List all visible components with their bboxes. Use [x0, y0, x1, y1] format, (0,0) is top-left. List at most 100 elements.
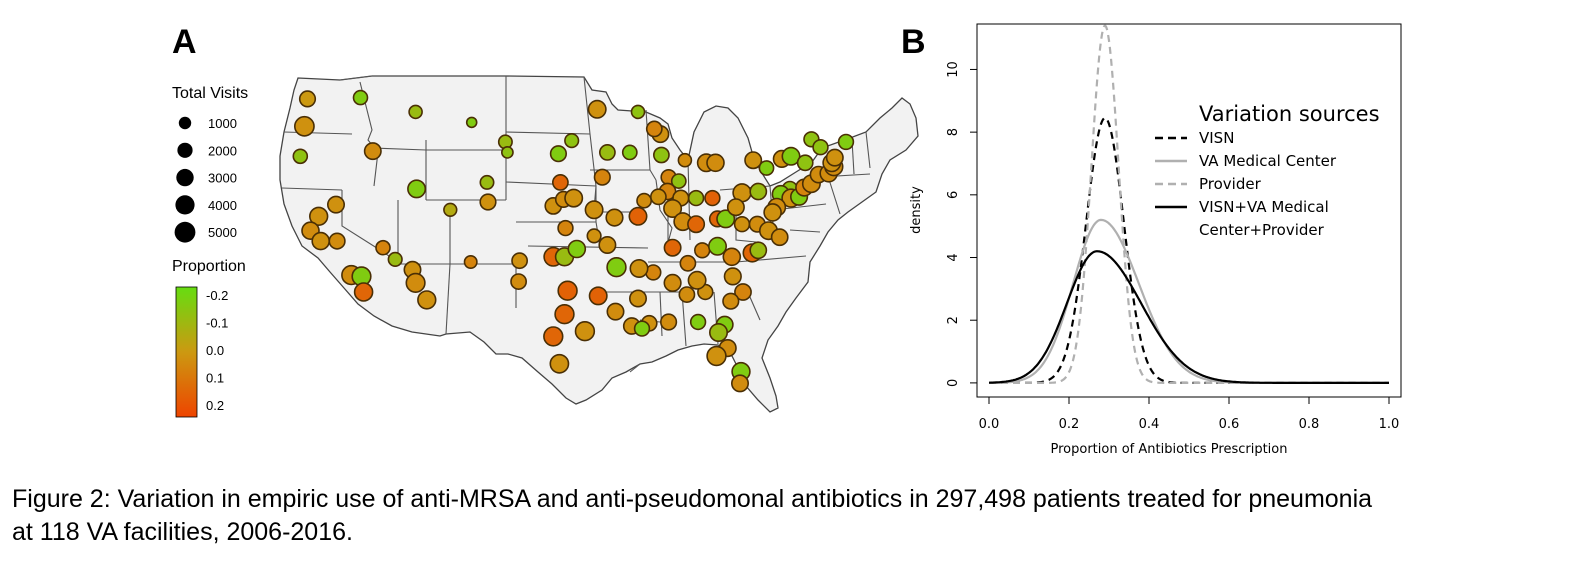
size-legend-label: 3000	[208, 171, 237, 186]
x-tick-label: 0.6	[1219, 417, 1240, 432]
facility-marker	[352, 89, 369, 106]
facility-marker	[663, 238, 682, 257]
facility-marker	[653, 146, 670, 164]
facility-marker	[781, 146, 801, 166]
x-tick-label: 0.0	[979, 417, 1000, 432]
facility-marker	[375, 239, 391, 256]
facility-marker	[837, 133, 855, 151]
facility-marker	[598, 236, 617, 255]
size-legend-dot	[177, 142, 193, 158]
density-legend-label: VISN+VA Medical	[1199, 198, 1329, 216]
facility-marker	[549, 353, 570, 374]
facility-marker	[588, 286, 608, 306]
facility-marker	[630, 104, 646, 120]
facility-marker	[733, 216, 751, 233]
facility-marker	[500, 145, 514, 159]
facility-marker	[687, 270, 707, 290]
facility-marker	[586, 228, 602, 244]
facility-marker	[293, 115, 315, 137]
facility-marker	[670, 173, 687, 189]
facility-marker	[479, 193, 497, 211]
facility-marker	[636, 192, 652, 209]
facility-marker	[584, 200, 604, 220]
facility-marker	[730, 374, 749, 393]
figure: A B Total Visits 1000 2000 3000 4000 5000 Pr…	[172, 23, 1402, 457]
facility-marker	[744, 151, 763, 170]
density-legend-label: VISN	[1199, 129, 1234, 147]
size-legend: Total Visits 1000 2000 3000 4000 5000	[172, 85, 248, 243]
size-legend-dot	[174, 221, 196, 243]
size-legend-dot	[175, 195, 195, 215]
y-tick-label: 6	[946, 191, 961, 199]
facility-marker	[708, 322, 728, 342]
facility-marker	[465, 116, 478, 129]
density-plot: 0.0 0.2 0.4 0.6 0.8 1.0 0 2 4 6 8 10 Proportion of…	[909, 23, 1402, 457]
facility-marker	[587, 99, 607, 119]
facility-marker	[749, 182, 768, 201]
size-legend-label: 1000	[208, 116, 237, 131]
facility-marker	[574, 321, 596, 342]
facility-marker	[557, 280, 578, 301]
y-tick-label: 4	[946, 253, 961, 261]
facility-marker	[726, 198, 745, 217]
facility-marker	[292, 148, 309, 165]
plot-frame	[976, 23, 1402, 398]
facility-marker	[722, 247, 742, 267]
color-legend-tick: -0.2	[206, 288, 228, 303]
x-tick-label: 0.8	[1299, 417, 1320, 432]
color-legend-title: Proportion	[172, 258, 246, 275]
color-legend-tick: 0.1	[206, 371, 224, 386]
facility-marker	[309, 206, 329, 227]
facility-marker	[549, 145, 568, 163]
facility-marker	[706, 345, 727, 367]
y-tick-label: 2	[946, 316, 961, 324]
color-legend-bar	[175, 286, 198, 418]
facility-marker	[663, 199, 683, 219]
y-tick-label: 8	[946, 128, 961, 136]
x-tick-label: 0.2	[1059, 417, 1080, 432]
facility-marker	[326, 195, 345, 214]
density-legend-label: VA Medical Center	[1199, 152, 1337, 170]
facility-marker	[463, 255, 478, 270]
facility-marker	[628, 289, 647, 308]
panel-label-a: A	[172, 23, 197, 61]
facility-marker	[510, 273, 527, 290]
size-legend-label: 4000	[208, 198, 237, 213]
facility-marker	[417, 290, 437, 310]
facility-marker	[645, 120, 663, 138]
figure-caption: Figure 2: Variation in empiric use of an…	[12, 483, 1562, 549]
color-legend: Proportion -0.2 -0.1 0.0 0.1 0.2	[172, 258, 246, 418]
facility-marker	[650, 188, 667, 206]
facility-marker	[405, 272, 426, 294]
facility-marker	[621, 144, 638, 161]
facility-marker	[716, 209, 736, 229]
density-legend-label: Provider	[1199, 175, 1262, 193]
facility-marker	[707, 236, 727, 256]
facility-marker	[663, 273, 682, 293]
size-legend-label: 2000	[208, 143, 237, 158]
facility-marker	[557, 219, 574, 237]
facility-marker	[363, 142, 382, 161]
facility-marker	[678, 286, 696, 303]
size-legend-dot	[178, 116, 192, 130]
x-axis-label: Proportion of Antibiotics Prescription	[1051, 442, 1288, 457]
y-axis-label: density	[909, 186, 924, 234]
facility-marker	[734, 283, 752, 301]
color-legend-tick: -0.1	[206, 316, 228, 331]
facility-marker	[311, 231, 331, 251]
facility-marker	[479, 174, 495, 190]
size-legend-title: Total Visits	[172, 85, 248, 102]
facility-marker	[554, 304, 575, 325]
facility-marker	[693, 242, 711, 259]
facility-marker	[723, 267, 742, 286]
facility-marker	[796, 154, 814, 172]
facility-marker	[328, 232, 346, 250]
density-curve	[989, 250, 1389, 384]
facility-marker	[629, 258, 649, 278]
facility-marker	[704, 189, 721, 207]
facility-marker	[593, 168, 611, 186]
facility-marker	[689, 313, 707, 331]
density-legend-title: Variation sources	[1199, 102, 1380, 126]
facility-marker	[677, 152, 693, 168]
panel-label-b: B	[901, 23, 926, 61]
